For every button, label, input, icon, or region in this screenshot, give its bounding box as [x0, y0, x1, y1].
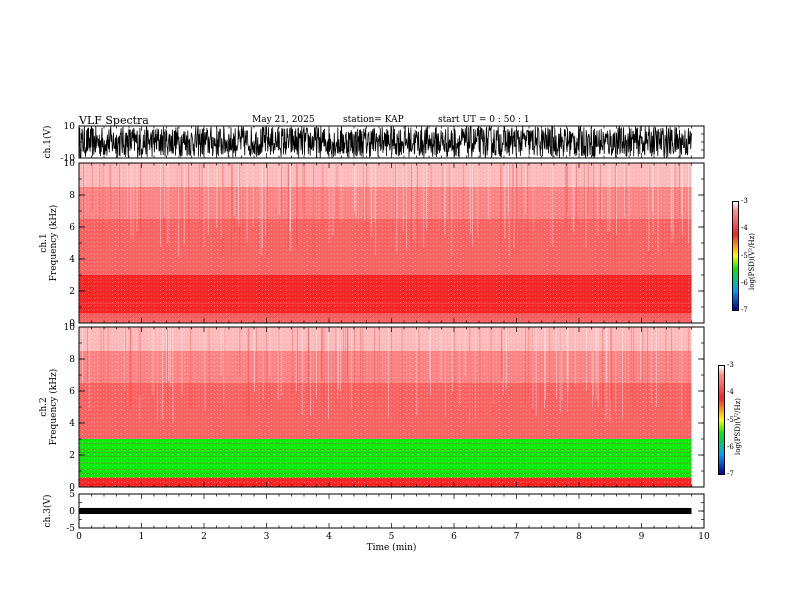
y-tick-label: -10	[61, 154, 76, 164]
ch2-colorbar-label: log(PSD)(V²/Hz)	[734, 398, 742, 455]
y-tick-label: -5	[66, 524, 75, 534]
chart-title: VLF Spectra	[79, 114, 149, 127]
ch2-spectrogram-texture	[79, 327, 692, 487]
ch2-colorbar-tick: -3	[727, 361, 734, 369]
ch2-colorbar-tick: -7	[727, 470, 734, 478]
y-tick-label: 8	[69, 191, 75, 201]
ch1-colorbar-tick: -6	[741, 279, 748, 287]
y-tick-label: 4	[69, 419, 75, 429]
x-tick-label: 9	[639, 532, 645, 542]
x-tick-label: 3	[264, 532, 270, 542]
ch2-colorbar-tick: -5	[727, 416, 734, 424]
ch3-trace	[79, 507, 692, 515]
x-tick-label: 5	[389, 532, 395, 542]
ch2-spectrogram-sublabel: ch.2	[39, 397, 49, 416]
x-tick-label: 8	[576, 532, 582, 542]
ch1-trace	[78, 125, 692, 159]
ch1-waveform-ylabel: ch.1(V)	[42, 126, 53, 159]
y-tick-label: 2	[69, 451, 75, 461]
ch2-spectrogram-ylabel: Frequency (kHz)	[48, 369, 59, 446]
ch1-colorbar	[732, 201, 739, 311]
y-tick-label: 5	[69, 490, 75, 500]
start-time-label: start UT = 0 : 50 : 1	[438, 115, 530, 125]
x-tick-label: 10	[698, 532, 710, 542]
y-tick-label: 0	[69, 483, 75, 493]
ch2-colorbar-tick: -4	[727, 388, 734, 396]
ch1-spectrogram-sublabel: ch.1	[39, 233, 49, 252]
x-axis-label: Time (min)	[367, 542, 417, 553]
y-tick-label: 0	[69, 507, 75, 517]
x-tick-label: 7	[514, 532, 520, 542]
x-tick-label: 6	[451, 532, 457, 542]
x-tick-label: 0	[76, 532, 82, 542]
x-tick-label: 2	[201, 532, 207, 542]
y-tick-label: 4	[69, 255, 75, 265]
y-tick-label: 10	[64, 122, 76, 132]
ch1-colorbar-tick: -7	[741, 306, 748, 314]
station-label: station= KAP	[343, 115, 404, 125]
ch1-colorbar-tick: -4	[741, 224, 748, 232]
y-tick-label: 6	[69, 223, 75, 233]
ch1-colorbar-tick: -3	[741, 197, 748, 205]
y-tick-label: 8	[69, 355, 75, 365]
ch1-spectrogram-texture	[79, 163, 692, 323]
ch1-spectrogram-ylabel: Frequency (kHz)	[48, 205, 59, 282]
ch2-colorbar	[718, 365, 725, 475]
ch1-waveform-panel: 10 -10 ch.1(V)	[42, 122, 705, 164]
ch1-spectrogram-panel: 0 2 4 6 8 10 ch.1 Frequency (kHz)	[39, 159, 705, 329]
ch3-waveform-ylabel: ch.3(V)	[42, 495, 53, 528]
ch2-spectrogram-panel: 0 2 4 6 8 10 ch.2 Frequency (kHz)	[39, 323, 705, 493]
x-tick-label: 1	[139, 532, 145, 542]
x-tick-label: 4	[326, 532, 332, 542]
y-tick-label: 10	[64, 159, 76, 169]
date-label: May 21, 2025	[252, 115, 315, 125]
y-tick-label: 10	[64, 323, 76, 333]
ch2-colorbar-tick: -6	[727, 443, 734, 451]
y-tick-label: 2	[69, 287, 75, 297]
y-tick-label: 6	[69, 387, 75, 397]
ch1-colorbar-label: log(PSD)(V²/Hz)	[748, 233, 756, 290]
ch1-colorbar-tick: -5	[741, 252, 748, 260]
y-tick-label: 0	[69, 319, 75, 329]
